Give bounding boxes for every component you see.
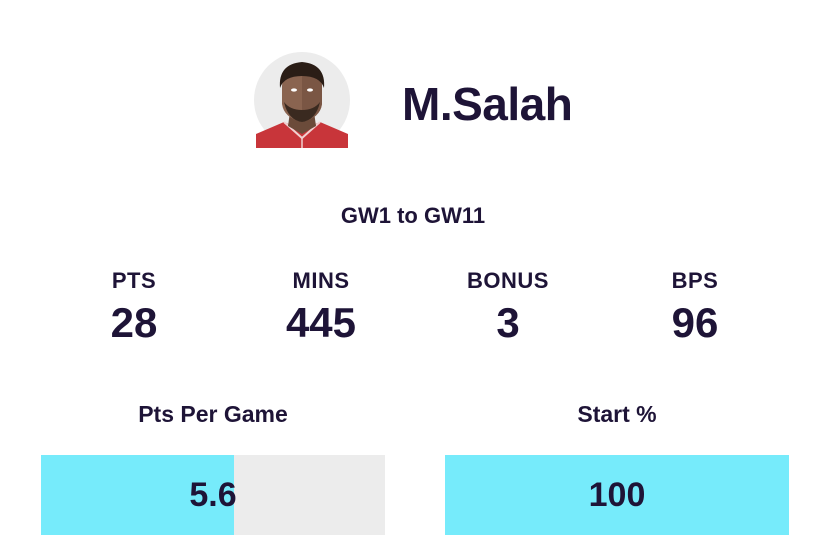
stat-bps: BPS 96 [605,266,785,348]
stat-label: BPS [671,268,719,293]
player-avatar [254,52,350,148]
stat-value: 3 [496,299,520,346]
pts-per-game-bar: 5.6 [41,455,385,535]
stat-label: BONUS [467,268,549,293]
stat-pts: PTS 28 [44,266,224,348]
pts-per-game-value: 5.6 [189,475,237,514]
stat-mins: MINS 445 [231,266,411,348]
pts-per-game-fill [41,455,234,535]
stat-value: 28 [110,299,158,346]
player-avatar-icon [254,52,350,148]
pts-per-game-label: Pts Per Game [138,401,288,427]
stat-label: MINS [292,268,350,293]
stat-value: 96 [671,299,719,346]
gameweek-range: GW1 to GW11 [340,203,486,228]
start-percent-value: 100 [588,475,646,514]
stat-label: PTS [111,268,157,293]
start-percent-bar: 100 [445,455,789,535]
stat-value: 445 [285,299,357,346]
stat-bonus: BONUS 3 [418,266,598,348]
start-percent-fill [445,455,789,535]
start-percent-label: Start % [577,401,657,427]
player-name: M.Salah [402,78,573,130]
